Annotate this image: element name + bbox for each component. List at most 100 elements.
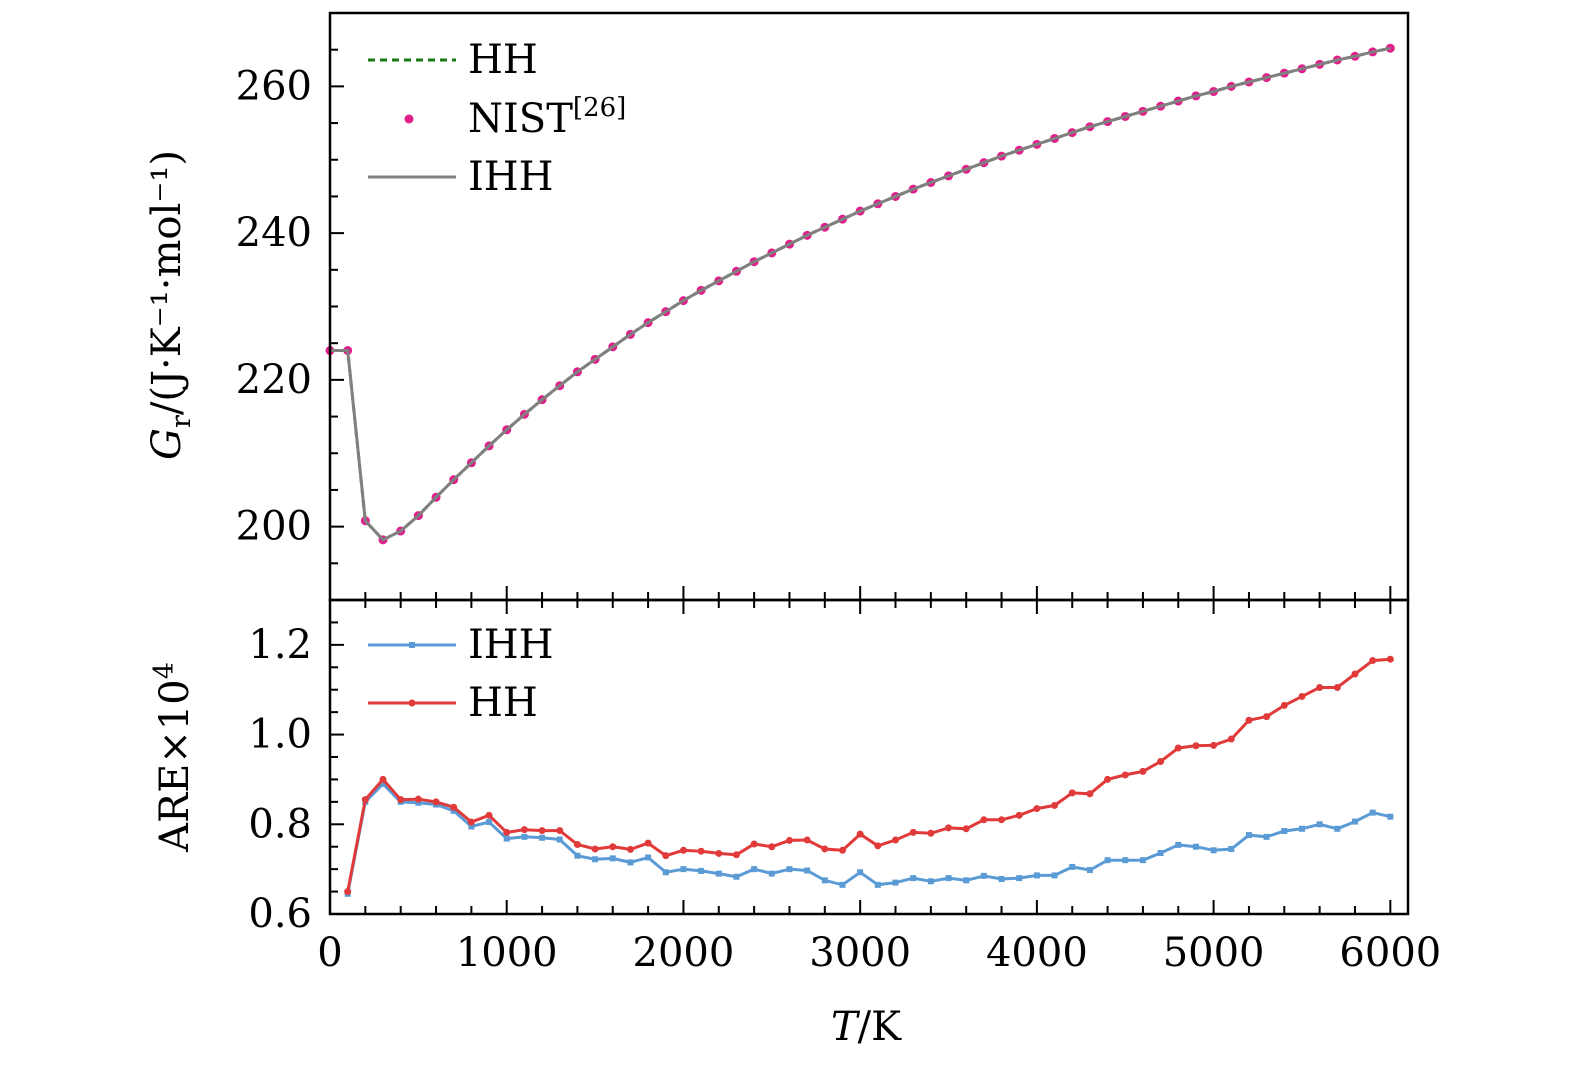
are-hh-point [892, 836, 900, 844]
are-ihh-point [945, 875, 952, 882]
are-hh-point [414, 795, 422, 803]
legend-bottom-hh-label: HH [468, 680, 538, 726]
are-ihh-point [1069, 863, 1076, 870]
are-hh-point [838, 846, 846, 854]
are-ihh-point [592, 856, 599, 863]
are-ihh-point [980, 872, 987, 879]
are-hh-point [1104, 775, 1112, 783]
are-hh-point [679, 846, 687, 854]
nist-point [1385, 43, 1395, 53]
are-ihh-point [380, 780, 387, 787]
are-ihh-point [1351, 818, 1358, 825]
legend-hh-label: HH [468, 37, 538, 83]
are-hh-point [1068, 789, 1076, 797]
are-hh-point [1316, 683, 1324, 691]
are-ihh-point [539, 834, 546, 841]
are-ihh-point [1210, 847, 1217, 854]
are-hh-point [662, 852, 670, 860]
are-ihh-point [415, 799, 422, 806]
are-ihh-point [786, 866, 793, 873]
x-tick-label: 1000 [456, 930, 558, 976]
are-ihh-point [1016, 875, 1023, 882]
are-hh-point [1174, 744, 1182, 752]
are-hh-point [573, 840, 581, 848]
x-tick-label: 0 [317, 930, 342, 976]
are-hh-point [1245, 716, 1253, 724]
legend-nist-marker [404, 114, 414, 124]
are-ihh-point [1086, 867, 1093, 874]
are-hh-point [626, 845, 634, 853]
are-ihh-point [1051, 872, 1058, 879]
are-hh-point [909, 828, 917, 836]
are-hh-point [609, 843, 617, 851]
series-ihh-line [330, 46, 1391, 542]
x-tick-label: 2000 [633, 930, 735, 976]
are-hh-point [1033, 805, 1041, 813]
y-tick-label-bottom: 1.2 [248, 622, 312, 668]
are-ihh-point [1245, 832, 1252, 839]
are-hh-point [1086, 790, 1094, 798]
are-ihh-point [1369, 809, 1376, 816]
bottom-legend: IHH HH [368, 622, 554, 726]
are-hh-point [732, 851, 740, 859]
are-ihh-point [486, 819, 493, 826]
are-hh-point [962, 825, 970, 833]
are-hh-point [1298, 692, 1306, 700]
y-tick-label-top: 220 [236, 357, 312, 403]
are-ihh-point [1316, 821, 1323, 828]
are-hh-point [538, 827, 546, 835]
are-hh-point [1051, 801, 1059, 809]
x-tick-label: 5000 [1163, 930, 1265, 976]
are-hh-point [1386, 655, 1394, 663]
are-hh-point [379, 775, 387, 783]
legend-ihh-label: IHH [468, 154, 554, 200]
are-ihh-point [1175, 841, 1182, 848]
are-ihh-point [627, 859, 634, 866]
are-ihh-point [733, 873, 740, 880]
are-ihh-point [927, 878, 934, 885]
are-ihh-point [751, 866, 758, 873]
are-ihh-point [1192, 843, 1199, 850]
are-hh-point [485, 811, 493, 819]
chart-marks: 0 1000 2000 3000 4000 5000 6000 200 220 240 260 0.6… [236, 11, 1441, 976]
are-hh-point [1015, 811, 1023, 819]
are-hh-point [397, 796, 405, 804]
are-hh-point [1263, 713, 1271, 721]
are-hh-point [856, 830, 864, 838]
y-tick-label-top: 240 [236, 210, 312, 256]
legend-bottom-hh-marker [408, 699, 416, 707]
are-ihh-point [874, 881, 881, 888]
are-hh-point [945, 824, 953, 832]
y-tick-label-bottom: 0.6 [248, 891, 312, 937]
are-hh-point [1280, 701, 1288, 709]
are-ihh-point [910, 875, 917, 882]
are-ihh-point [645, 854, 652, 861]
are-hh-point [644, 839, 652, 847]
y-tick-label-top: 200 [236, 504, 312, 550]
x-tick-label: 3000 [809, 930, 911, 976]
are-ihh-point [1157, 849, 1164, 856]
are-ihh-point [768, 870, 775, 877]
are-ihh-point [680, 866, 687, 873]
are-hh-point [768, 843, 776, 851]
are-hh-point [344, 888, 352, 896]
are-hh-point [503, 828, 511, 836]
x-tick-label: 4000 [986, 930, 1088, 976]
are-hh-point [432, 798, 440, 806]
are-ihh-point [1033, 872, 1040, 879]
are-hh-point [467, 818, 475, 826]
are-ihh-point [662, 869, 669, 876]
are-ihh-point [1298, 825, 1305, 832]
are-hh-point [998, 816, 1006, 824]
are-ihh-point [963, 877, 970, 884]
are-ihh-point [839, 881, 846, 888]
are-hh-point [1139, 767, 1147, 775]
bottom-y-axis-label: ARE×104 [149, 662, 198, 853]
x-tick-label: 6000 [1339, 930, 1441, 976]
are-hh-point [450, 803, 458, 811]
legend-bottom-ihh-label: IHH [468, 622, 554, 668]
are-hh-point [556, 827, 564, 835]
are-ihh-point [1263, 833, 1270, 840]
